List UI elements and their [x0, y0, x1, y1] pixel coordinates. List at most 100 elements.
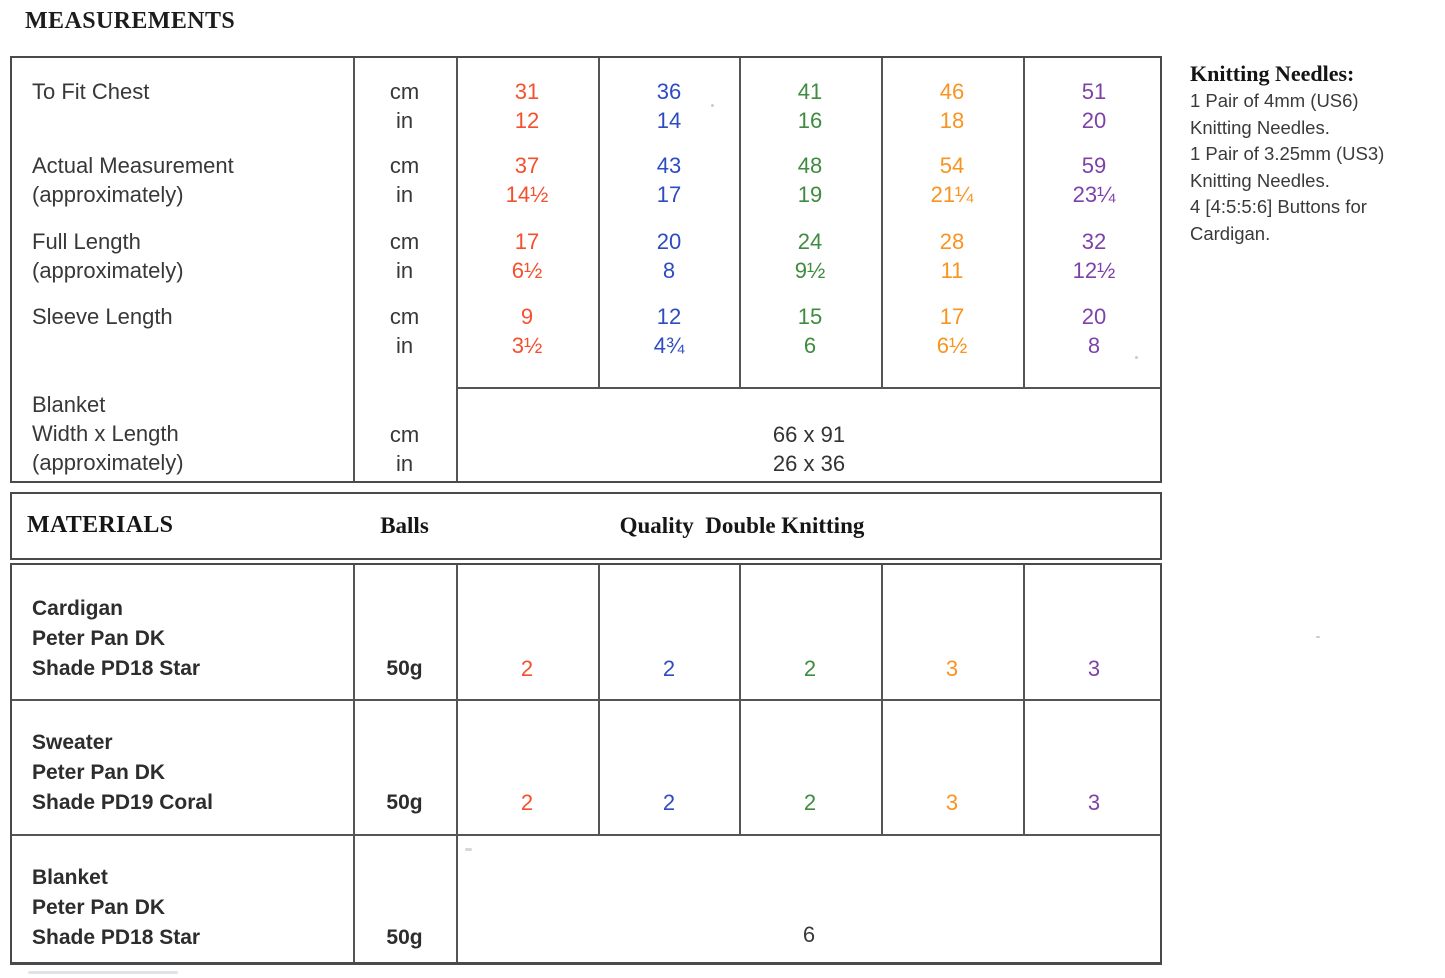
material-label-line: Shade PD18 Star [32, 657, 201, 680]
divider-unit-values [456, 58, 458, 481]
value-in: 23¼ [1072, 182, 1116, 207]
ball-size-cell: 50g [386, 926, 423, 949]
material-label-line: Cardigan [32, 597, 124, 620]
unit-cell: cm in [353, 151, 456, 209]
knitting-needles-panel: Knitting Needles: 1 Pair of 4mm (US6) Kn… [1190, 60, 1435, 248]
value-cm: 9 [520, 304, 534, 329]
needles-line: 4 [4:5:5:6] Buttons for [1190, 196, 1367, 218]
row-label-line: Full Length [32, 229, 141, 254]
materials-heading: MATERIALS [27, 512, 174, 538]
unit-cm: cm [389, 79, 420, 104]
value-cell: 20 8 [598, 227, 740, 285]
ball-size-cell: 50g [386, 657, 423, 680]
materials-header-band: MATERIALS Balls Quality Double Knitting [10, 492, 1162, 560]
needles-line: Knitting Needles. [1190, 169, 1330, 191]
row-label-actual-measurement: Actual Measurement (approximately) [32, 151, 347, 209]
balls-count-cell: 3 [1087, 790, 1101, 815]
row-label-to-fit-chest: To Fit Chest [32, 77, 347, 106]
value-cell: 48 19 [739, 151, 881, 209]
divider-label-balls [353, 565, 355, 962]
value-cm: 17 [514, 229, 540, 254]
value-cm: 43 [656, 153, 682, 178]
value-cm: 32 [1081, 229, 1107, 254]
value-in: 8 [1087, 333, 1101, 358]
unit-cm: cm [389, 153, 420, 178]
value-cell: 43 17 [598, 151, 740, 209]
unit-cell: cm in [353, 420, 456, 478]
value-cm: 12 [656, 304, 682, 329]
scan-speck [1316, 636, 1320, 638]
value-in: 6½ [511, 258, 543, 283]
material-label-cardigan: Cardigan Peter Pan DK Shade PD18 Star [32, 594, 347, 684]
value-in: 11 [940, 258, 964, 283]
value-cm: 46 [939, 79, 965, 104]
value-cm: 36 [656, 79, 682, 104]
row-label-sleeve-length: Sleeve Length [32, 302, 347, 331]
measurements-table: To Fit Chest cm in 31 12 36 14 41 16 46 18 5… [10, 56, 1162, 483]
balls-count-cell: 2 [520, 656, 534, 681]
value-cell: 41 16 [739, 77, 881, 135]
balls-count-cell: 3 [945, 790, 959, 815]
value-cell: 12 4¾ [598, 302, 740, 360]
balls-count-cell: 2 [520, 790, 534, 815]
value-in: 6 [803, 333, 817, 358]
material-label-line: Peter Pan DK [32, 761, 166, 784]
divider-cardigan-sweater [12, 699, 1160, 701]
divider-sizes-blanket [456, 387, 1160, 389]
value-cm: 20 [1081, 304, 1107, 329]
value-cell: 59 23¼ [1023, 151, 1165, 209]
value-in: 9½ [794, 258, 826, 283]
unit-cell: cm in [353, 227, 456, 285]
value-cm: 59 [1081, 153, 1107, 178]
value-cm: 24 [797, 229, 823, 254]
scan-speck [28, 971, 178, 974]
scan-speck [1135, 356, 1138, 359]
unit-cell: cm in [353, 77, 456, 135]
row-label-line: To Fit Chest [32, 79, 150, 104]
unit-in: in [395, 108, 414, 133]
material-label-line: Peter Pan DK [32, 896, 166, 919]
divider-label-unit [353, 58, 355, 481]
divider-balls-values [456, 565, 458, 962]
row-label-line: Width x Length [32, 421, 179, 446]
blanket-dimensions-value: 66 x 91 26 x 36 [456, 420, 1162, 478]
divider-col4-col5 [1023, 58, 1025, 387]
needles-line: 1 Pair of 3.25mm (US3) [1190, 143, 1385, 165]
quality-heading: Quality Double Knitting [619, 513, 865, 538]
material-label-line: Shade PD18 Star [32, 926, 201, 949]
material-label-blanket: Blanket Peter Pan DK Shade PD18 Star [32, 863, 347, 953]
material-label-line: Peter Pan DK [32, 627, 166, 650]
value-cm: 54 [939, 153, 965, 178]
value-cell: 28 11 [881, 227, 1023, 285]
value-cell: 9 3½ [456, 302, 598, 360]
value-cell: 37 14½ [456, 151, 598, 209]
row-label-full-length: Full Length (approximately) [32, 227, 347, 285]
value-cm: 20 [656, 229, 682, 254]
value-cm: 48 [797, 153, 823, 178]
value-cell: 20 8 [1023, 302, 1165, 360]
needles-heading: Knitting Needles: [1190, 61, 1355, 86]
balls-count-cell: 2 [803, 790, 817, 815]
value-in: 20 [1081, 108, 1107, 133]
divider-sweater-blanket [12, 834, 1160, 836]
row-label-line: (approximately) [32, 258, 184, 283]
value-cell: 15 6 [739, 302, 881, 360]
page-title: MEASUREMENTS [25, 8, 236, 34]
balls-count-cell: 3 [945, 656, 959, 681]
value-cm: 41 [797, 79, 823, 104]
material-label-line: Blanket [32, 866, 108, 889]
balls-count-cell: 2 [662, 790, 676, 815]
value-in: 12½ [1072, 258, 1116, 283]
value-in: 18 [939, 108, 965, 133]
value-cm: 37 [514, 153, 540, 178]
value-cell: 51 20 [1023, 77, 1165, 135]
balls-heading: Balls [380, 513, 429, 538]
value-cell: 46 18 [881, 77, 1023, 135]
balls-count-cell: 2 [803, 656, 817, 681]
value-cm: 51 [1081, 79, 1107, 104]
blanket-in-value: 26 x 36 [772, 451, 846, 476]
material-label-line: Sweater [32, 731, 113, 754]
row-label-line: Blanket [32, 392, 106, 417]
material-label-sweater: Sweater Peter Pan DK Shade PD19 Coral [32, 728, 347, 818]
value-in: 12 [514, 108, 540, 133]
